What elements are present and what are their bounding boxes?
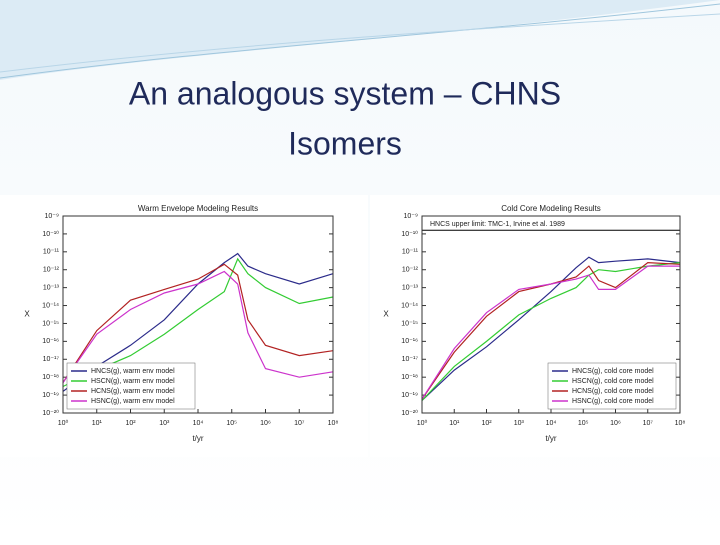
y-tick-label: 10⁻¹⁹ <box>401 392 418 399</box>
x-tick-label: 10⁷ <box>643 420 654 427</box>
x-tick-label: 10³ <box>159 420 170 427</box>
y-axis-label: X <box>383 310 389 319</box>
legend-box <box>547 362 677 410</box>
series-line <box>62 263 334 383</box>
y-tick-label: 10⁻¹⁷ <box>43 356 60 363</box>
y-tick-label: 10⁻¹⁴ <box>401 302 418 309</box>
legend-label: HSCN(g), warm env model <box>91 378 175 385</box>
x-tick-label: 10³ <box>514 420 525 427</box>
legend-label: HNCS(g), warm env model <box>91 368 175 375</box>
y-tick-label: 10⁻¹⁷ <box>402 356 419 363</box>
x-tick-label: 10⁶ <box>260 420 271 427</box>
x-tick-label: 10⁴ <box>546 420 557 427</box>
series-line <box>421 261 681 400</box>
series-line <box>62 270 334 383</box>
y-tick-label: 10⁻¹³ <box>402 284 419 291</box>
x-tick-label: 10⁵ <box>578 420 589 427</box>
x-tick-label: 10⁷ <box>294 420 305 427</box>
y-tick-label: 10⁻¹⁸ <box>401 374 418 381</box>
y-tick-label: 10⁻¹⁵ <box>42 320 59 327</box>
y-tick-label: 10⁻¹² <box>43 267 60 274</box>
y-tick-label: 10⁻¹⁰ <box>42 230 59 238</box>
chart-title: Warm Envelope Modeling Results <box>138 204 258 213</box>
legend-label: HCNS(g), cold core model <box>572 388 654 395</box>
x-tick-label: 10⁰ <box>58 419 69 427</box>
plot-frame <box>421 215 681 414</box>
x-tick-label: 10¹ <box>449 420 460 427</box>
legend-label: HSCN(g), cold core model <box>572 378 654 385</box>
series-line <box>62 252 334 392</box>
legend-label: HCNS(g), warm env model <box>91 388 175 395</box>
y-tick-label: 10⁻¹⁸ <box>42 374 59 381</box>
y-tick-label: 10⁻²⁰ <box>401 409 418 417</box>
x-tick-label: 10² <box>481 420 492 427</box>
x-tick-label: 10⁶ <box>610 420 621 427</box>
series-line <box>421 256 681 401</box>
legend-box <box>66 362 196 410</box>
x-axis-label: t/yr <box>192 434 203 443</box>
series-line <box>62 257 334 388</box>
series-line <box>421 262 681 401</box>
x-tick-label: 10⁴ <box>193 420 204 427</box>
y-axis-label: X <box>24 310 30 319</box>
plot-frame <box>62 215 334 414</box>
y-tick-label: 10⁻¹⁰ <box>401 230 418 238</box>
legend-label: HSNC(g), warm env model <box>91 398 175 405</box>
y-tick-label: 10⁻¹³ <box>43 284 60 291</box>
x-tick-label: 10² <box>125 420 136 427</box>
y-tick-label: 10⁻¹¹ <box>43 249 60 256</box>
y-tick-label: 10⁻⁹ <box>45 213 59 220</box>
y-tick-label: 10⁻¹⁴ <box>42 302 59 309</box>
swoosh-line <box>0 3 720 79</box>
y-tick-label: 10⁻¹² <box>402 267 419 274</box>
y-tick-label: 10⁻¹⁵ <box>401 320 418 327</box>
y-tick-label: 10⁻¹¹ <box>402 249 419 256</box>
legend-label: HSNC(g), cold core model <box>572 398 654 405</box>
x-axis-label: t/yr <box>545 434 556 443</box>
slide-title: Isomers <box>288 125 402 161</box>
chart-title: Cold Core Modeling Results <box>501 204 601 213</box>
series-line <box>421 265 680 400</box>
y-tick-label: 10⁻¹⁶ <box>42 338 59 345</box>
y-tick-label: 10⁻¹⁹ <box>42 392 59 399</box>
x-tick-label: 10⁵ <box>226 420 237 427</box>
y-tick-label: 10⁻¹⁶ <box>401 338 418 345</box>
reference-label: HNCS upper limit: TMC-1, Irvine et al. 1… <box>430 221 565 228</box>
legend-label: HNCS(g), cold core model <box>572 368 654 375</box>
x-tick-label: 10⁸ <box>328 420 339 427</box>
y-tick-label: 10⁻⁹ <box>404 213 418 220</box>
x-tick-label: 10¹ <box>92 420 103 427</box>
x-tick-label: 10⁸ <box>675 420 686 427</box>
slide-title: An analogous system – CHNS <box>129 75 561 111</box>
swoosh-line <box>0 13 720 73</box>
x-tick-label: 10⁰ <box>417 419 428 427</box>
y-tick-label: 10⁻²⁰ <box>42 409 59 417</box>
